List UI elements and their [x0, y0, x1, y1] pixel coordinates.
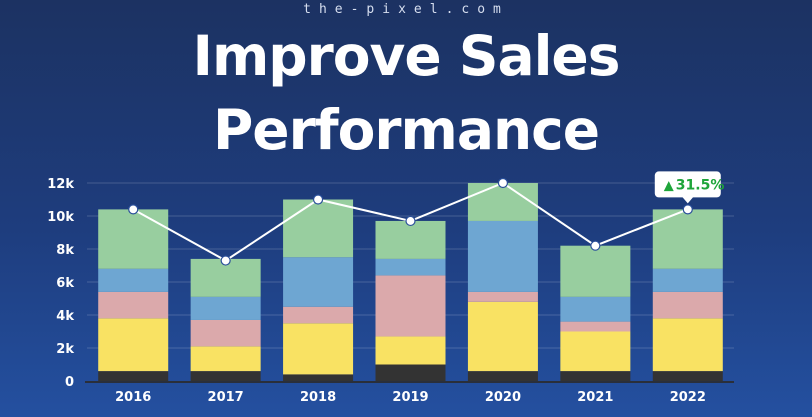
y-tick-label: 0 — [65, 375, 74, 390]
page-title-line-1: Improve Sales — [192, 24, 621, 88]
site-name: the-pixel.com — [303, 2, 509, 17]
bar-segment — [652, 291, 723, 319]
trend-point — [128, 204, 139, 215]
bar-segment — [375, 364, 446, 381]
bar-segment — [375, 258, 446, 276]
bar-segment — [190, 371, 261, 381]
x-tick-label: 2020 — [485, 390, 521, 405]
bar-segment — [98, 268, 169, 292]
trend-point — [312, 194, 324, 205]
y-tick-label: 8k — [56, 243, 74, 258]
y-tick-label: 4k — [56, 309, 74, 324]
bar-segment — [560, 245, 631, 297]
page-title-line-2: Performance — [212, 98, 600, 162]
bar-segment — [560, 371, 631, 381]
bar-segment — [190, 319, 261, 347]
y-tick-label: 2k — [56, 342, 74, 357]
y-tick-label: 6k — [56, 276, 74, 291]
bar-segment — [375, 336, 446, 365]
trend-point — [405, 215, 416, 227]
bar-segment — [98, 318, 169, 372]
bar-segment — [467, 220, 538, 292]
bar-segment — [283, 323, 354, 375]
annotation-label: 31.5% — [676, 177, 725, 193]
annotation-pointer — [681, 196, 694, 204]
bar-segment — [467, 183, 538, 221]
trend-point — [682, 204, 693, 215]
y-tick-label: 12k — [47, 177, 74, 192]
x-tick-label: 2021 — [577, 390, 613, 405]
annotation-arrow-icon: ▲ — [664, 178, 674, 193]
bar-segment — [467, 291, 538, 302]
bar-segment — [467, 301, 538, 372]
y-tick-label: 10k — [47, 210, 74, 225]
bar-segment — [283, 374, 354, 381]
bar-segment — [190, 296, 261, 320]
bar-segment — [652, 371, 723, 381]
x-tick-label: 2016 — [115, 390, 151, 405]
x-tick-label: 2019 — [392, 390, 428, 405]
x-tick-label: 2017 — [208, 390, 244, 405]
bar-segment — [98, 291, 169, 319]
bar-segment — [375, 220, 446, 259]
bar-segment — [560, 331, 631, 372]
bar-segment — [652, 318, 723, 372]
bar-segment — [190, 346, 261, 372]
trend-point — [497, 177, 509, 189]
bar-segment — [283, 306, 354, 324]
x-tick-label: 2022 — [670, 390, 706, 405]
bar-segment — [283, 199, 354, 258]
bar-segment — [560, 296, 631, 322]
bar-segment — [467, 371, 538, 381]
bar-segment — [98, 371, 169, 381]
bar-segment — [652, 268, 723, 292]
trend-point — [220, 255, 231, 266]
trend-point — [590, 240, 601, 251]
x-tick-label: 2018 — [300, 390, 336, 405]
bar-segment — [375, 275, 446, 337]
bar-segment — [283, 257, 354, 307]
annotation-box — [654, 171, 721, 198]
bar-segment — [98, 209, 169, 269]
bar-segment — [560, 321, 631, 332]
